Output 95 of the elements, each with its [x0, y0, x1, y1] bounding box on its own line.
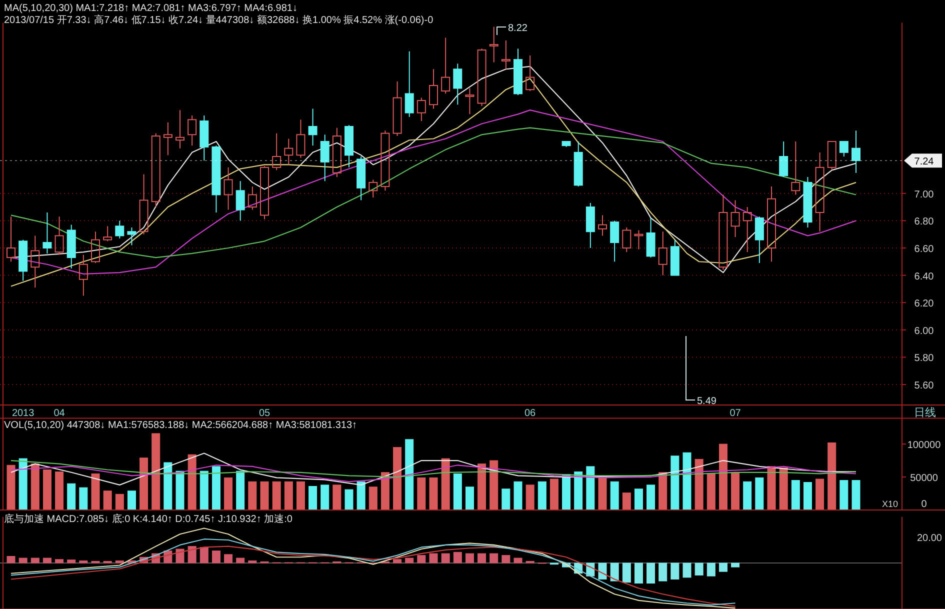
candlestick	[453, 63, 462, 106]
y-tick-label: 6.20	[914, 298, 934, 310]
bar	[115, 560, 124, 564]
bar	[79, 560, 88, 564]
candlestick	[236, 180, 245, 222]
bar	[478, 553, 486, 564]
y-tick-label: 6.80	[914, 216, 934, 228]
candlestick	[248, 186, 257, 210]
annotation: 5.49	[697, 396, 717, 407]
y-tick-label: 6.40	[914, 271, 934, 282]
bar	[718, 562, 728, 572]
bar	[694, 562, 704, 576]
annotation: 8.22	[508, 23, 528, 34]
x-tick-label: 2013	[12, 408, 35, 419]
y-tick-label: 5.80	[914, 353, 934, 364]
text: 20.00	[916, 533, 942, 544]
candlestick	[368, 179, 378, 198]
y-tick-label: 7.00	[914, 189, 934, 200]
bar	[18, 558, 28, 564]
candlestick	[284, 138, 294, 166]
bar	[42, 558, 52, 564]
candlestick	[634, 230, 644, 250]
x-tick-label: 07	[730, 408, 742, 419]
candlestick	[489, 26, 498, 63]
bar	[514, 558, 522, 564]
line-series	[10, 127, 857, 258]
candlestick	[78, 254, 88, 296]
bar	[634, 562, 643, 584]
x-tick-label: 06	[524, 408, 536, 419]
candlestick	[815, 152, 824, 232]
bar	[393, 559, 402, 564]
bar	[405, 558, 414, 564]
bar	[610, 562, 619, 582]
bar	[622, 562, 631, 583]
candlestick	[163, 122, 172, 156]
candlestick	[176, 110, 184, 149]
bar	[248, 560, 257, 564]
bar	[236, 558, 245, 564]
bar	[176, 548, 184, 564]
bar	[646, 562, 656, 584]
y-tick-label: 0	[921, 499, 928, 510]
bar	[212, 550, 220, 564]
bar	[670, 562, 680, 580]
bar	[67, 560, 76, 564]
candlestick	[30, 235, 40, 288]
candlestick	[320, 134, 330, 182]
bar	[200, 546, 208, 564]
y-axis-title: X10	[882, 499, 898, 509]
chart-title: MA(5,10,20,30) MA1:7.218↑ MA2:7.081↑ MA3:6.797↑ MA4:6.981↓	[4, 3, 298, 14]
chart-subtitle: 2013/07/15 开7.33↓ 高7.46↓ 低7.15↓ 收7.24↓ 量447308↓ 额32688↓ 换1.00% 振4.52% 涨(-0.06)-0	[4, 14, 434, 26]
bar	[731, 562, 740, 568]
bar	[224, 554, 233, 564]
bar	[30, 558, 40, 564]
candlestick	[308, 108, 318, 146]
candlestick	[767, 186, 776, 262]
candlestick	[296, 119, 306, 158]
bar	[658, 562, 668, 582]
candlestick	[501, 40, 510, 70]
chart-title: 底与加速 MACD:7.085↓ 底:0 K:4.140↑ D:0.745↑ J:10.932↑ 加速:0	[4, 513, 293, 525]
candlestick	[852, 130, 860, 174]
bar	[682, 562, 692, 578]
candlestick	[42, 212, 52, 254]
candlestick	[200, 115, 209, 162]
y-tick-label: 100000	[907, 440, 942, 452]
bar	[453, 552, 462, 564]
chart-title: VOL(5,10,20) 447308↓ MA1:576583.188↓ MA2:566204.688↑ MA3:581081.313↑	[4, 420, 358, 431]
candlestick	[224, 166, 233, 210]
bar	[188, 546, 196, 564]
candlestick	[803, 176, 812, 228]
candlestick	[658, 231, 668, 276]
bar	[490, 553, 498, 564]
bar	[55, 559, 64, 564]
bar	[441, 553, 450, 564]
y-tick-label: 6.60	[914, 244, 934, 255]
x-axis-title: 日线	[914, 406, 936, 419]
bar	[6, 556, 16, 564]
bar	[465, 553, 474, 564]
candlestick	[54, 216, 64, 256]
y-tick-label: 50000	[910, 473, 938, 484]
y-tick-label: 5.60	[914, 380, 934, 392]
bar	[429, 553, 438, 564]
candlestick	[465, 88, 474, 115]
x-tick-label: 05	[258, 408, 270, 419]
y-tick-label: 6.00	[914, 326, 934, 337]
bar	[502, 555, 510, 564]
candlestick	[730, 200, 740, 238]
bar	[417, 555, 426, 564]
candlestick	[115, 220, 124, 239]
x-tick-label: 04	[54, 408, 66, 419]
candlestick	[718, 194, 728, 270]
candlestick	[139, 174, 148, 235]
ref-line-label: 7.24	[914, 156, 934, 168]
bar	[598, 562, 607, 580]
candlestick	[742, 206, 752, 253]
bar	[706, 562, 716, 576]
